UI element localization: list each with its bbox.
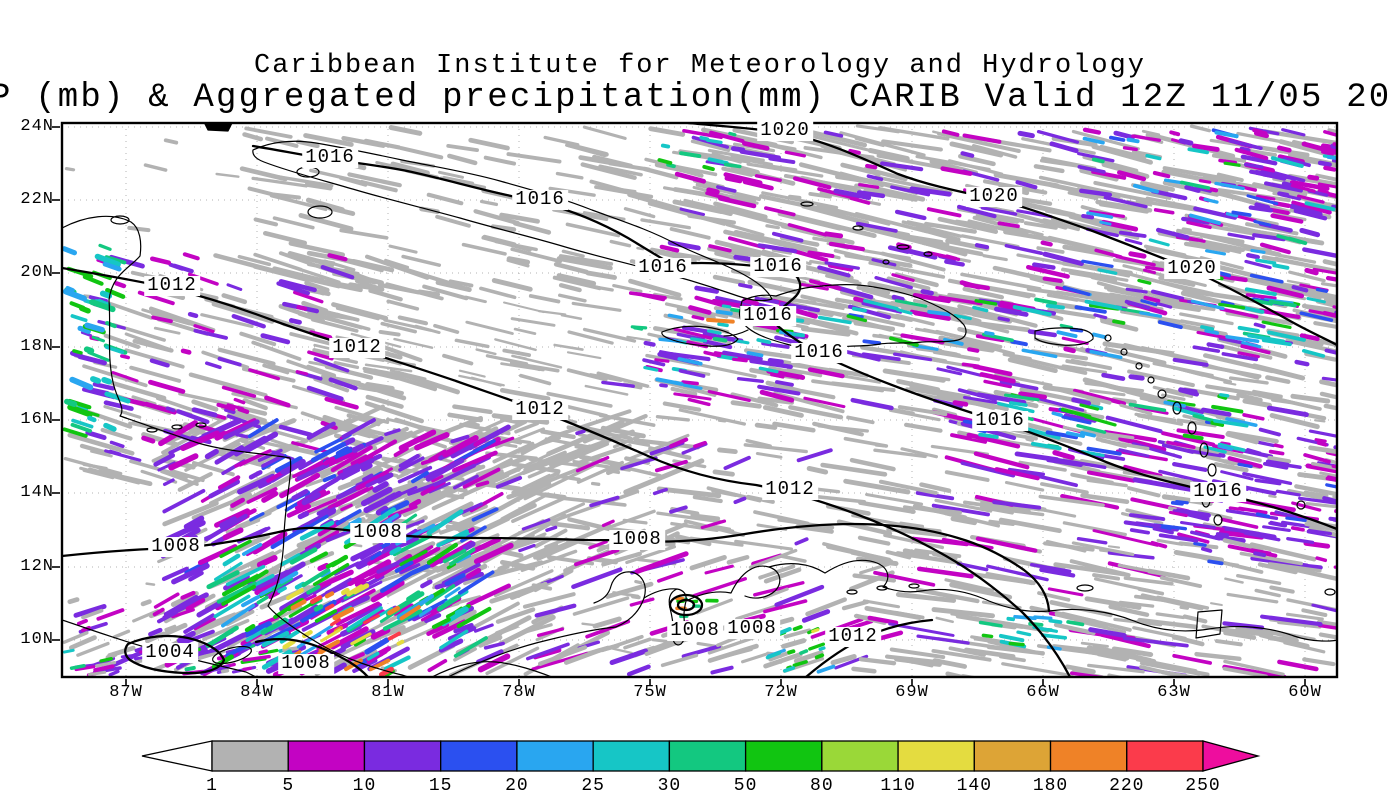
coast-jamaica xyxy=(661,325,739,347)
colorbar-segment xyxy=(592,740,671,772)
isle-of-youth xyxy=(307,205,333,219)
coast-venezuela-west xyxy=(768,559,1050,613)
chart-title: Caribbean Institute for Meteorology and … xyxy=(254,51,1146,81)
coastlines xyxy=(62,123,1337,677)
colorbar-segment xyxy=(287,740,366,772)
coast-panama xyxy=(431,661,553,677)
map-frame xyxy=(60,121,1339,679)
coast-yucatan-central-america xyxy=(62,215,409,677)
coast-tiburon xyxy=(723,329,749,337)
coast-hispaniola xyxy=(738,284,967,350)
colorbar-segment xyxy=(897,740,975,772)
colorbar-segment xyxy=(211,740,289,772)
colorbar xyxy=(141,740,1261,772)
contour-1008-costa-rica xyxy=(254,638,370,677)
coast-puerto-rico xyxy=(1034,327,1094,346)
contour-1016 xyxy=(251,144,1337,531)
colorbar-segment xyxy=(440,740,518,772)
colorbar-segment xyxy=(1049,740,1128,772)
contour-1012 xyxy=(62,266,1072,677)
colorbar-segment xyxy=(821,740,899,772)
contour-1004 xyxy=(124,634,226,675)
colorbar-segment xyxy=(973,740,1052,772)
colorbar-segment xyxy=(516,740,594,772)
bay-island xyxy=(195,422,207,428)
colorbar-segment xyxy=(363,740,442,772)
coast-cuba xyxy=(252,140,773,302)
colorbar-overflow-arrow xyxy=(1202,740,1261,772)
colorbar-segment xyxy=(1126,740,1204,772)
lake-nicaragua xyxy=(211,645,253,665)
chart-subtitle: P (mb) & Aggregated precipitation(mm) CA… xyxy=(0,79,1392,117)
yucatan-lagoon xyxy=(110,215,130,225)
precipitation-field xyxy=(62,124,1337,677)
bay-island xyxy=(146,427,158,433)
colorbar-segment xyxy=(668,740,747,772)
colorbar-segment xyxy=(744,740,823,772)
contour-maracaibo-inner xyxy=(676,598,696,612)
coast-trinidad xyxy=(1195,609,1223,639)
contour-1008 xyxy=(62,522,1051,613)
bay-island xyxy=(171,424,183,430)
coast-colombia xyxy=(447,626,617,677)
bahamas-turks-islands xyxy=(800,201,933,265)
abc-islands xyxy=(846,583,1094,595)
coast-guajira xyxy=(593,571,646,628)
coast-venezuela-east xyxy=(1048,608,1337,642)
colorbar-underflow-arrow xyxy=(141,740,213,772)
contour-maracaibo-outer xyxy=(668,593,704,617)
